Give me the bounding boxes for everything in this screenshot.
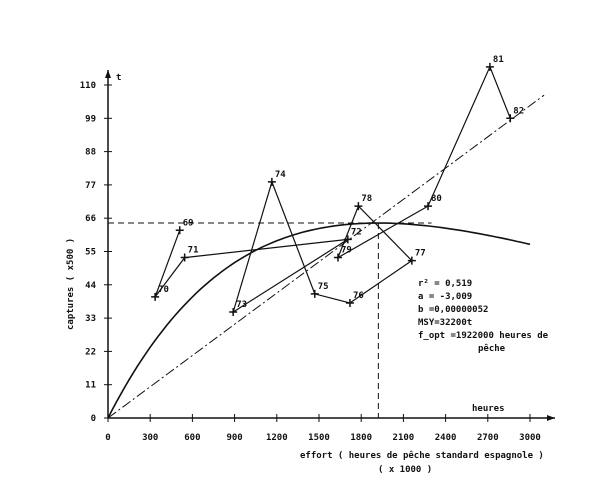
data-point bbox=[424, 202, 433, 211]
y-tick-label: 55 bbox=[85, 248, 96, 258]
point-label: 82 bbox=[513, 106, 524, 116]
data-point bbox=[229, 308, 238, 317]
x-tick-label: 0 bbox=[105, 433, 110, 443]
x-tick-label: 2400 bbox=[435, 433, 457, 443]
data-point bbox=[407, 256, 416, 265]
data-point bbox=[506, 114, 515, 123]
data-point bbox=[354, 202, 363, 211]
point-label: 81 bbox=[493, 55, 504, 65]
data-point bbox=[345, 298, 354, 307]
data-point bbox=[175, 226, 184, 235]
y-tick-label: 88 bbox=[85, 148, 96, 158]
annotation-fopt: f_opt =1922000 heures de bbox=[418, 331, 549, 341]
annotation-fopt-unit: pêche bbox=[478, 343, 506, 354]
annotation-b: b =0,00000052 bbox=[418, 305, 488, 315]
x-tick-label: 2100 bbox=[393, 433, 415, 443]
annotation-msy: MSY=32200t bbox=[418, 318, 472, 328]
point-label: 73 bbox=[236, 300, 247, 310]
x-tick-label: 300 bbox=[142, 433, 158, 443]
x-tick-label: 1200 bbox=[266, 433, 288, 443]
point-label: 80 bbox=[431, 194, 442, 204]
x-tick-label: 2700 bbox=[477, 433, 499, 443]
y-axis-end-label: t bbox=[116, 73, 121, 83]
x-tick-label: 1800 bbox=[350, 433, 372, 443]
point-label: 79 bbox=[341, 246, 352, 256]
data-point bbox=[310, 289, 319, 298]
x-tick-label: 3000 bbox=[519, 433, 541, 443]
y-tick-label: 11 bbox=[85, 381, 96, 391]
point-label: 69 bbox=[183, 218, 194, 228]
y-tick-label: 44 bbox=[85, 281, 96, 291]
y-tick-label: 110 bbox=[80, 81, 96, 91]
y-tick-label: 33 bbox=[85, 314, 96, 324]
point-label: 71 bbox=[188, 246, 199, 256]
y-axis-label: captures ( x500 ) bbox=[66, 238, 76, 330]
model-curve bbox=[107, 222, 531, 419]
point-label: 72 bbox=[351, 227, 362, 237]
point-label: 78 bbox=[361, 194, 372, 204]
data-point bbox=[180, 253, 189, 262]
x-tick-label: 900 bbox=[226, 433, 242, 443]
x-axis-label: effort ( heures de pêche standard espagn… bbox=[300, 450, 544, 461]
data-point bbox=[343, 235, 352, 244]
y-axis-arrow-icon bbox=[105, 70, 111, 78]
data-point bbox=[151, 292, 160, 301]
point-label: 76 bbox=[353, 291, 364, 301]
data-point bbox=[485, 62, 494, 71]
annotation-r2: r² = 0,519 bbox=[418, 279, 472, 289]
regression-line bbox=[107, 94, 545, 419]
point-label: 77 bbox=[415, 249, 426, 259]
point-label: 70 bbox=[158, 285, 169, 295]
stats-annotation: r² = 0,519 a = -3,009 b =0,00000052 MSY=… bbox=[418, 279, 549, 354]
x-axis-end-label: heures bbox=[472, 404, 505, 414]
y-tick-label: 77 bbox=[85, 181, 96, 191]
x-tick-label: 1500 bbox=[308, 433, 330, 443]
point-label: 75 bbox=[318, 282, 329, 292]
data-point bbox=[333, 253, 342, 262]
point-label: 74 bbox=[275, 170, 286, 180]
x-tick-label: 600 bbox=[184, 433, 200, 443]
x-axis-arrow-icon bbox=[547, 415, 555, 421]
observed-trajectory bbox=[154, 65, 511, 314]
y-tick-label: 0 bbox=[91, 414, 96, 424]
y-tick-label: 22 bbox=[85, 347, 96, 357]
data-point bbox=[267, 177, 276, 186]
y-tick-label: 99 bbox=[85, 114, 96, 124]
x-axis-unit: ( x 1000 ) bbox=[378, 465, 432, 475]
annotation-a: a = -3,009 bbox=[418, 292, 472, 302]
y-tick-label: 66 bbox=[85, 214, 96, 224]
